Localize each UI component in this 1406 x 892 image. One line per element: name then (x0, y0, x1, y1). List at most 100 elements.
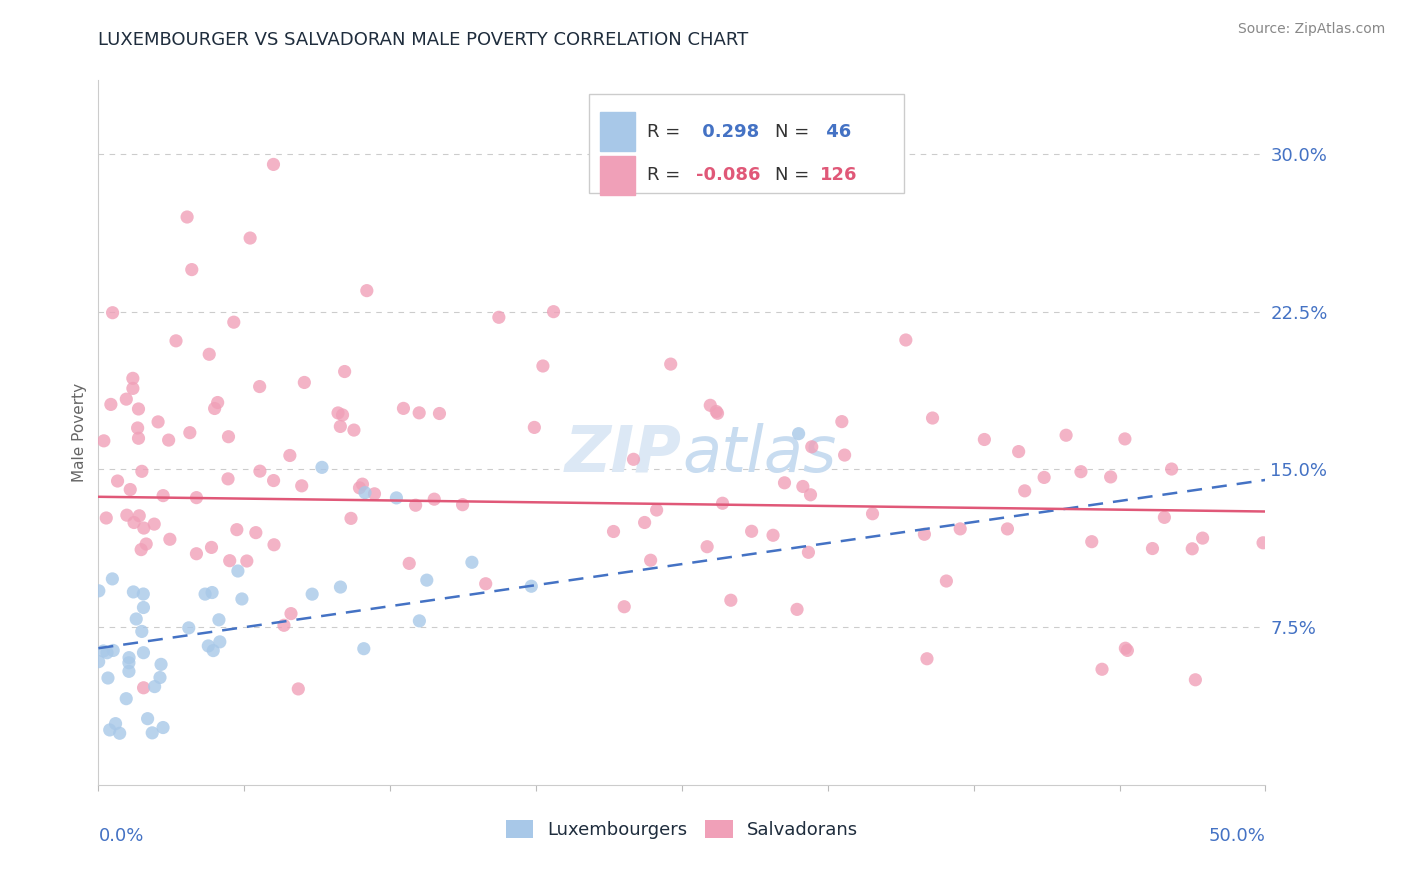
Text: 0.298: 0.298 (696, 123, 759, 141)
Point (543, 304, 565, 318)
Point (143, 517, 166, 532)
Point (165, 334, 187, 348)
Point (263, 538, 285, 552)
FancyBboxPatch shape (589, 95, 904, 193)
Point (96, 646, 118, 660)
Point (1160, 462, 1182, 476)
Point (236, 554, 259, 568)
Point (613, 599, 636, 614)
Point (122, 585, 145, 599)
Point (87, 583, 110, 598)
Point (249, 464, 271, 478)
Point (333, 365, 356, 379)
Point (311, 460, 333, 475)
Point (1091, 662, 1114, 676)
Point (262, 157, 284, 171)
Point (1251, 536, 1274, 550)
Point (231, 591, 253, 606)
Point (329, 419, 352, 434)
Point (103, 643, 125, 657)
Point (356, 284, 378, 298)
Point (93, 434, 115, 448)
Point (273, 618, 295, 632)
Text: N =: N = (775, 123, 815, 141)
Point (1142, 541, 1164, 556)
Point (107, 474, 129, 488)
Text: R =: R = (647, 166, 686, 185)
Point (101, 572, 124, 586)
Point (787, 426, 810, 441)
Point (633, 516, 655, 530)
Point (128, 508, 150, 523)
Point (706, 406, 728, 420)
Point (326, 406, 349, 420)
Point (797, 545, 820, 559)
Point (935, 574, 957, 588)
Point (207, 395, 229, 409)
Point (208, 613, 231, 627)
Point (332, 408, 354, 422)
Point (208, 635, 231, 649)
Point (93, 644, 115, 658)
Point (416, 573, 439, 587)
Bar (600, 112, 636, 152)
Point (973, 433, 995, 447)
Point (186, 547, 208, 561)
Point (198, 347, 221, 361)
Point (204, 401, 226, 416)
Point (115, 392, 138, 406)
Point (292, 376, 315, 390)
Point (831, 415, 853, 429)
Point (1080, 534, 1102, 549)
Point (1116, 643, 1139, 657)
Point (143, 680, 166, 694)
Point (488, 310, 510, 325)
Point (451, 498, 474, 512)
Point (1007, 444, 1029, 458)
Point (131, 624, 153, 639)
Point (186, 491, 208, 505)
Point (239, 231, 262, 245)
Point (152, 721, 174, 735)
Point (408, 406, 430, 420)
Point (301, 587, 323, 601)
Point (720, 593, 742, 607)
Point (118, 650, 141, 665)
Point (523, 420, 546, 434)
Point (762, 528, 785, 542)
Point (132, 681, 155, 695)
Point (202, 643, 225, 657)
Point (122, 381, 145, 395)
Point (245, 525, 267, 540)
Point (1054, 428, 1077, 442)
Point (132, 587, 155, 601)
Point (197, 639, 219, 653)
Point (263, 474, 285, 488)
Point (225, 523, 247, 537)
Point (157, 433, 180, 447)
Point (120, 483, 142, 497)
Point (98, 723, 121, 737)
Legend: Luxembourgers, Salvadorans: Luxembourgers, Salvadorans (499, 813, 865, 847)
Point (894, 333, 917, 347)
Point (125, 612, 148, 626)
Point (201, 585, 224, 599)
Point (623, 452, 645, 467)
Point (131, 464, 153, 478)
Point (115, 691, 138, 706)
Point (1014, 483, 1036, 498)
Point (217, 472, 239, 486)
Point (915, 652, 938, 666)
Point (150, 657, 173, 672)
Bar (600, 156, 636, 194)
Point (531, 359, 554, 373)
Point (152, 489, 174, 503)
Point (1033, 470, 1056, 484)
Point (135, 537, 157, 551)
Point (118, 665, 141, 679)
Point (177, 621, 200, 635)
Text: ZIP: ZIP (565, 423, 682, 484)
Text: -0.086: -0.086 (696, 166, 761, 185)
Point (136, 712, 159, 726)
Point (520, 579, 543, 593)
